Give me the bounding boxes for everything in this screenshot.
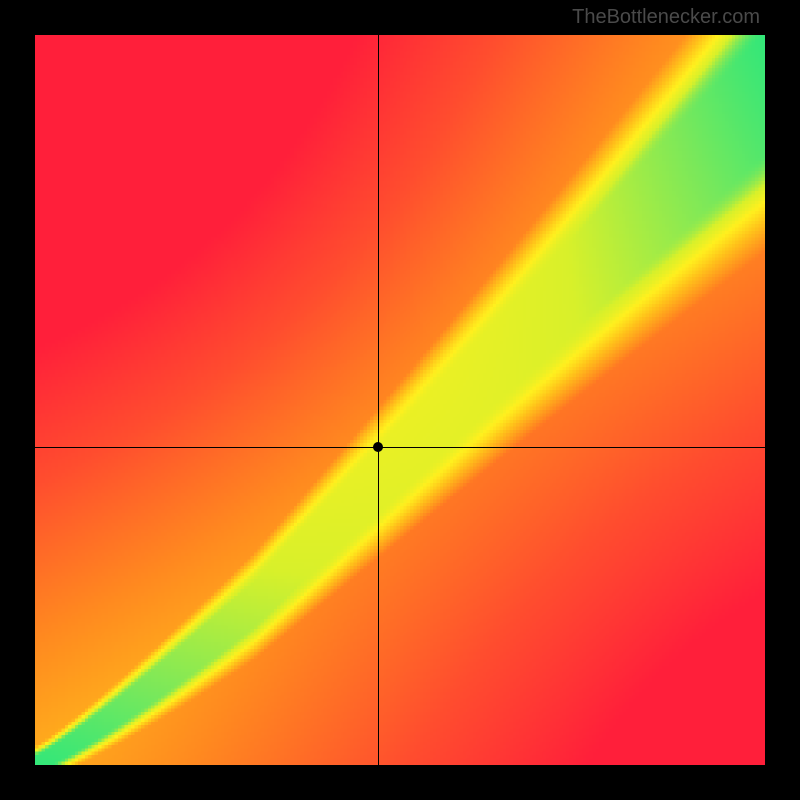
crosshair-horizontal: [35, 447, 765, 448]
watermark-text: TheBottlenecker.com: [572, 6, 760, 29]
crosshair-vertical: [378, 35, 379, 765]
heatmap-chart: [35, 35, 765, 765]
crosshair-marker: [373, 442, 383, 452]
heatmap-canvas: [35, 35, 765, 765]
